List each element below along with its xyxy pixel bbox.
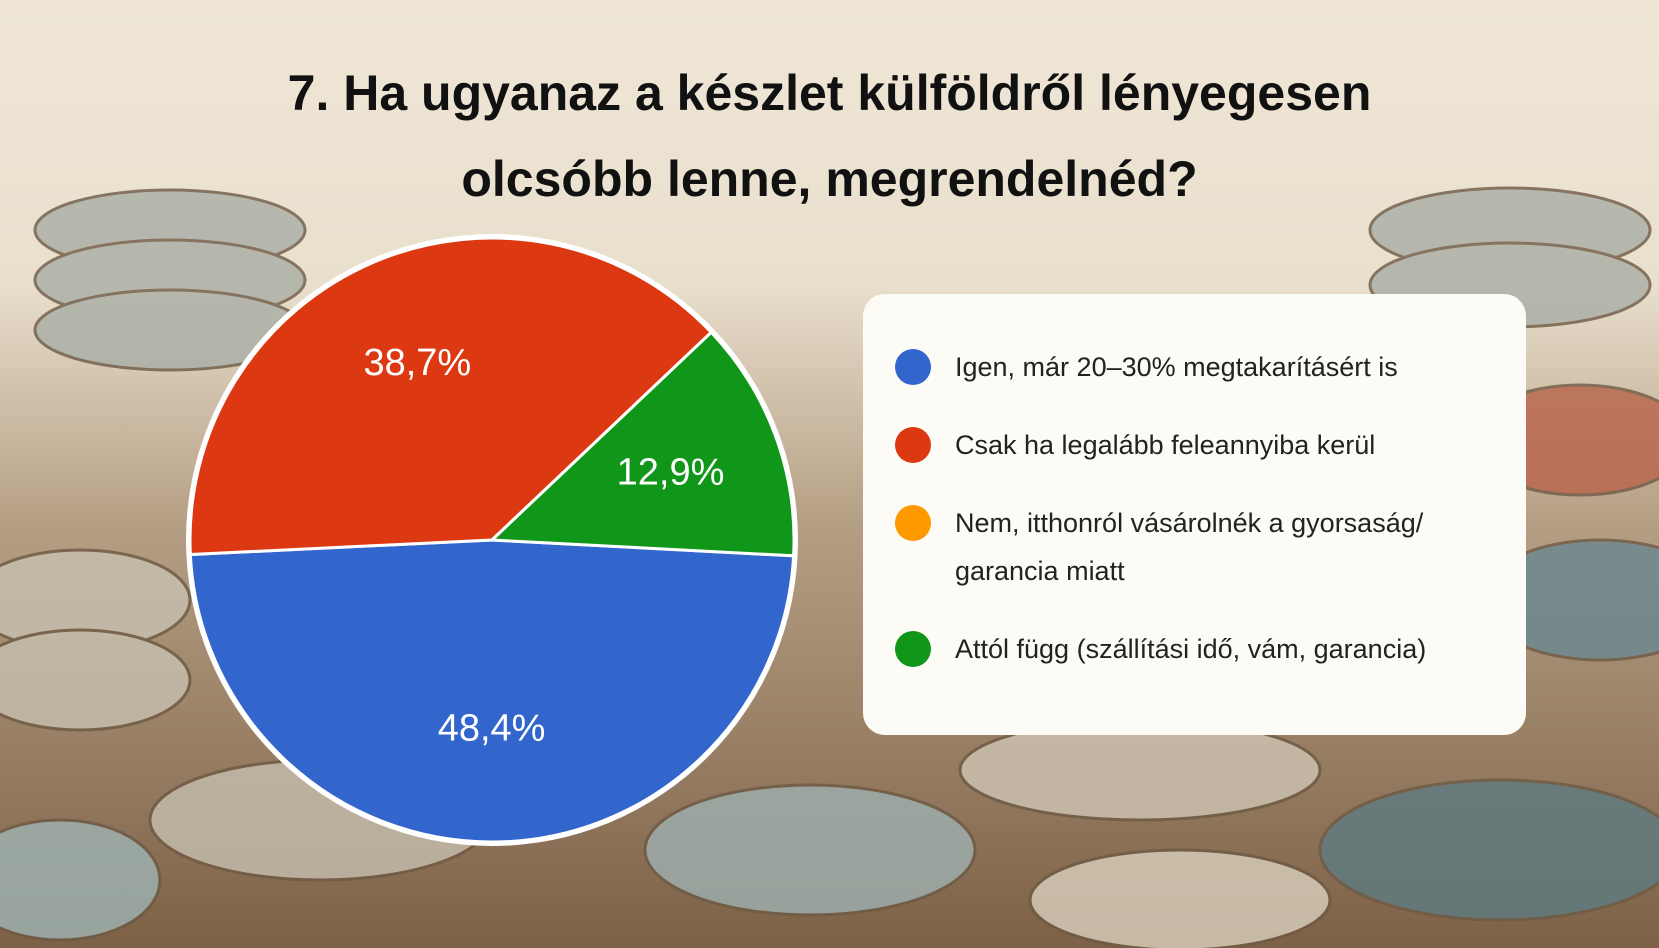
pie-slice [188, 236, 714, 557]
legend: Igen, már 20–30% megtakarításért is Csak … [863, 294, 1526, 735]
data-label: 48,4% [438, 707, 546, 749]
legend-item: Igen, már 20–30% megtakarításért is [895, 346, 1506, 391]
data-label: 12,9% [617, 451, 725, 493]
legend-label: Nem, itthonról vásárolnék a gyorsaság/ g… [955, 508, 1424, 586]
legend-swatch [895, 427, 931, 463]
legend-label: Attól függ (szállítási idő, vám, garanci… [955, 634, 1427, 664]
legend-label: Csak ha legalább feleannyiba kerül [955, 430, 1376, 460]
pie-slice [488, 330, 796, 558]
legend-swatch [895, 505, 931, 541]
legend-item: Nem, itthonról vásárolnék a gyorsaság/ g… [895, 502, 1506, 595]
legend-item: Attól függ (szállítási idő, vám, garanci… [895, 628, 1506, 673]
legend-label: Igen, már 20–30% megtakarításért is [955, 352, 1398, 382]
pie-slice [188, 538, 796, 844]
chart-title: 7. Ha ugyanaz a készlet külföldről lénye… [287, 65, 1372, 207]
legend-swatch [895, 631, 931, 667]
legend-item: Csak ha legalább feleannyiba kerül [895, 424, 1506, 469]
data-label: 38,7% [363, 342, 471, 384]
legend-swatch [895, 349, 931, 385]
